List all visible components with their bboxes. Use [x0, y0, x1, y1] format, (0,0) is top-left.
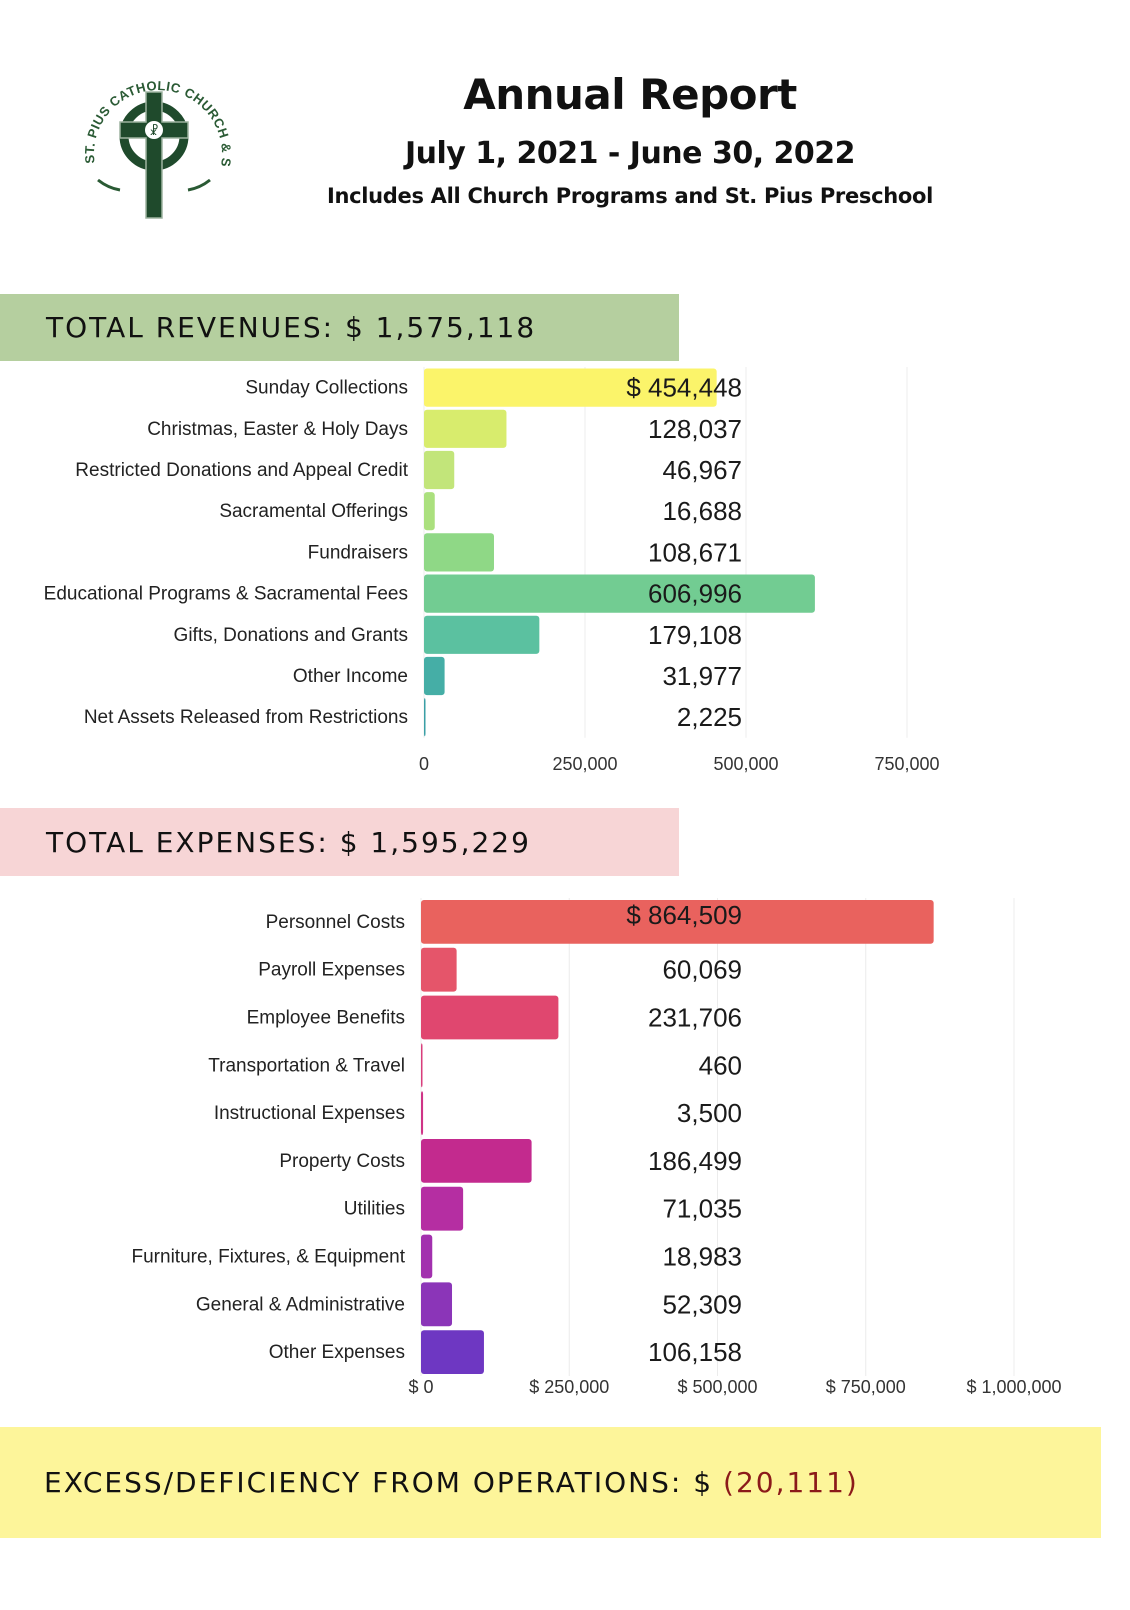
bar [421, 1282, 453, 1327]
bar [424, 409, 507, 448]
x-tick-label: $ 500,000 [677, 1377, 757, 1397]
category-label: Net Assets Released from Restrictions [84, 707, 408, 728]
category-label: Furniture, Fixtures, & Equipment [132, 1247, 406, 1268]
revenues-chart: 0 250,000 500,000 750,000 Sunday Collections… [44, 367, 940, 774]
x-tick-label: 0 [419, 754, 429, 774]
bar [424, 656, 445, 696]
bar [424, 533, 494, 572]
bar [421, 1091, 424, 1135]
value-label: 231,706 [648, 1003, 742, 1033]
bar [421, 947, 457, 992]
value-label: 108,671 [648, 537, 742, 567]
bar [421, 1234, 433, 1279]
value-label: 3,500 [677, 1098, 742, 1128]
category-label: Gifts, Donations and Grants [174, 625, 408, 646]
total-expenses-banner: TOTAL EXPENSES: $ 1,595,229 [0, 808, 679, 876]
category-label: Property Costs [279, 1151, 405, 1172]
bar [421, 1186, 464, 1231]
category-label: Personnel Costs [266, 912, 405, 933]
value-label: 60,069 [662, 955, 742, 985]
value-label: 31,977 [662, 661, 742, 691]
report-period: July 1, 2021 - June 30, 2022 [404, 136, 856, 171]
bar [421, 995, 559, 1040]
expenses-chart: $ 0 $ 250,000 $ 500,000 $ 750,000 $ 1,000,00… [132, 898, 1062, 1397]
bar [421, 1330, 484, 1374]
total-expenses-label: TOTAL EXPENSES: $ 1,595,229 [46, 825, 531, 859]
bar [424, 574, 815, 613]
value-label: 18,983 [662, 1242, 742, 1272]
value-label: 71,035 [662, 1194, 742, 1224]
category-label: Employee Benefits [247, 1008, 405, 1029]
value-label: 186,499 [648, 1146, 742, 1176]
value-label: 16,688 [662, 496, 742, 526]
bar [424, 368, 717, 407]
category-label: Transportation & Travel [208, 1055, 405, 1076]
value-label: 106,158 [648, 1337, 742, 1367]
x-tick-label: 750,000 [874, 754, 939, 774]
value-label: 46,967 [662, 455, 742, 485]
bar [424, 492, 435, 531]
value-label: $ 454,448 [626, 373, 742, 403]
excess-deficiency-value: (20,111) [723, 1466, 859, 1499]
page-title: Annual Report [463, 70, 797, 119]
bar [424, 450, 455, 490]
x-tick-label: $ 1,000,000 [966, 1377, 1061, 1397]
value-label: 179,108 [648, 620, 742, 650]
x-tick-label: $ 750,000 [826, 1377, 906, 1397]
x-tick-label: $ 0 [408, 1377, 433, 1397]
total-revenues-label: TOTAL REVENUES: $ 1,575,118 [46, 311, 537, 344]
value-label: 460 [699, 1050, 742, 1080]
excess-deficiency-banner: EXCESS/DEFICIENCY FROM OPERATIONS: $ (20… [0, 1427, 1101, 1538]
value-label: 606,996 [648, 579, 742, 609]
category-label: Other Expenses [269, 1342, 405, 1363]
bar [421, 900, 934, 944]
category-label: Educational Programs & Sacramental Fees [44, 584, 408, 605]
category-label: General & Administrative [196, 1294, 405, 1315]
category-label: Christmas, Easter & Holy Days [147, 419, 408, 440]
x-tick-label: $ 250,000 [529, 1377, 609, 1397]
category-label: Sacramental Offerings [219, 501, 408, 522]
total-revenues-banner: TOTAL REVENUES: $ 1,575,118 [0, 294, 679, 361]
report-subtitle: Includes All Church Programs and St. Piu… [326, 184, 934, 208]
category-label: Other Income [293, 666, 408, 687]
bar [421, 1043, 423, 1088]
x-tick-label: 250,000 [552, 754, 617, 774]
value-label: 52,309 [662, 1289, 742, 1319]
category-label: Payroll Expenses [258, 960, 405, 981]
category-label: Restricted Donations and Appeal Credit [75, 460, 408, 481]
church-logo: ST. PIUS CATHOLIC CHURCH & SCHOOL ☧ [78, 60, 234, 219]
x-tick-label: 500,000 [713, 754, 778, 774]
value-label: 2,225 [677, 702, 742, 732]
excess-deficiency-label: EXCESS/DEFICIENCY FROM OPERATIONS: $ [44, 1466, 714, 1499]
category-label: Fundraisers [308, 542, 408, 563]
category-label: Sunday Collections [245, 378, 408, 399]
category-label: Instructional Expenses [214, 1103, 405, 1124]
category-label: Utilities [344, 1199, 405, 1220]
bar [424, 615, 540, 654]
value-label: $ 864,509 [626, 900, 742, 930]
value-label: 128,037 [648, 414, 742, 444]
bar [421, 1139, 532, 1183]
svg-text:☧: ☧ [149, 124, 158, 138]
bar [424, 698, 426, 737]
